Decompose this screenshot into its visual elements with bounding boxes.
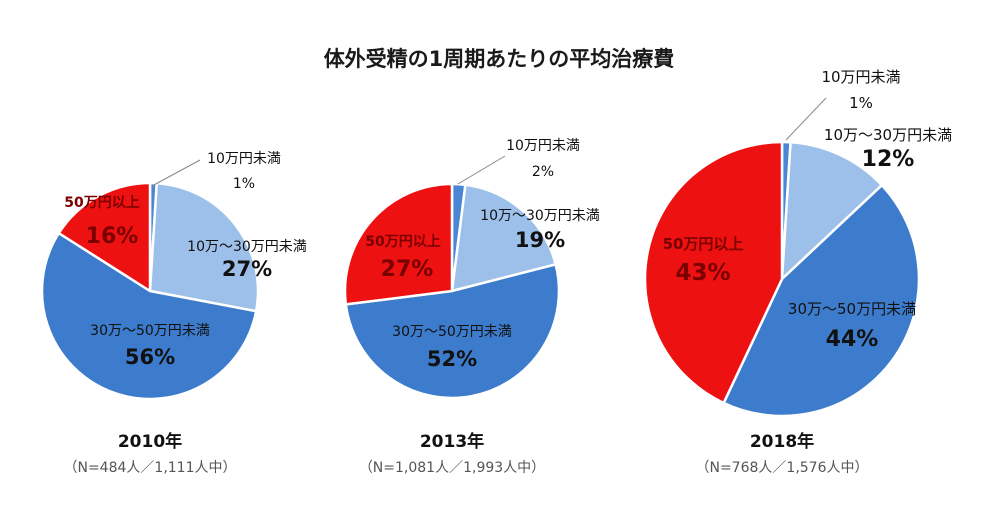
slice-value-under-100k-2018: 1% [849, 94, 873, 112]
slice-value-over-500k-2013: 27% [381, 257, 434, 282]
slice-label-100k-300k-2018: 10万～30万円未満 [824, 126, 952, 144]
slice-value-under-100k-2013: 2% [532, 164, 554, 180]
leader-line-under-100k-2010 [151, 159, 201, 187]
pie-2013: 10万円未満 2% 10万～30万円未満 19% 30万～50万円未満 52% … [343, 138, 600, 476]
slice-value-100k-300k-2018: 12% [862, 147, 915, 172]
slice-label-under-100k-2010: 10万円未満 [207, 151, 281, 167]
pie-slice-100k-300k-2010 [148, 181, 260, 313]
slice-label-under-100k-2018: 10万円未満 [821, 68, 900, 86]
slice-value-300k-500k-2010: 56% [125, 345, 175, 369]
slice-value-under-100k-2010: 1% [233, 176, 255, 192]
pie-slice-over-500k-2010 [57, 181, 152, 293]
pie-slice-100k-300k-2018 [780, 141, 884, 281]
slice-value-100k-300k-2010: 27% [222, 257, 272, 281]
pie-slice-300k-500k-2018 [722, 183, 921, 418]
leader-line-under-100k-2018 [785, 97, 827, 141]
sample-size-2013: （N=1,081人／1,993人中） [359, 460, 545, 476]
year-label-2010: 2010年 [118, 431, 182, 452]
slice-label-300k-500k-2018: 30万～50万円未満 [788, 300, 916, 318]
slice-label-under-100k-2013: 10万円未満 [506, 138, 580, 154]
pie-slice-over-500k-2013 [343, 182, 454, 306]
slice-value-100k-300k-2013: 19% [515, 228, 565, 252]
slice-label-over-500k-2010: 50万円以上 [64, 195, 139, 211]
chart-title: 体外受精の1周期あたりの平均治療費 [324, 47, 675, 71]
slice-value-over-500k-2018: 43% [675, 260, 730, 286]
leader-line-under-100k-2013 [457, 155, 506, 185]
pie-2010: 10万円未満 1% 10万～30万円未満 27% 30万～50万円未満 56% … [40, 151, 307, 476]
slice-label-100k-300k-2010: 10万～30万円未満 [187, 239, 307, 255]
sample-size-2010: （N=484人／1,111人中） [63, 460, 236, 476]
pie-slice-300k-500k-2010 [40, 231, 258, 401]
pie-slice-over-500k-2018 [643, 140, 784, 405]
year-label-2018: 2018年 [750, 431, 814, 452]
slice-label-100k-300k-2013: 10万～30万円未満 [480, 208, 600, 224]
slice-label-300k-500k-2010: 30万～50万円未満 [90, 323, 210, 339]
slice-label-over-500k-2018: 50万円以上 [663, 235, 744, 253]
pie-slice-100k-300k-2013 [450, 183, 557, 293]
slice-label-over-500k-2013: 50万円以上 [365, 234, 440, 250]
slice-value-over-500k-2010: 16% [86, 224, 139, 249]
slice-label-300k-500k-2013: 30万～50万円未満 [392, 324, 512, 340]
year-label-2013: 2013年 [420, 431, 484, 452]
sample-size-2018: （N=768人／1,576人中） [695, 460, 868, 476]
slice-value-300k-500k-2018: 44% [826, 327, 879, 352]
pie-2018: 10万円未満 1% 10万～30万円未満 12% 30万～50万円未満 44% … [643, 68, 952, 476]
slice-value-300k-500k-2013: 52% [427, 347, 477, 371]
